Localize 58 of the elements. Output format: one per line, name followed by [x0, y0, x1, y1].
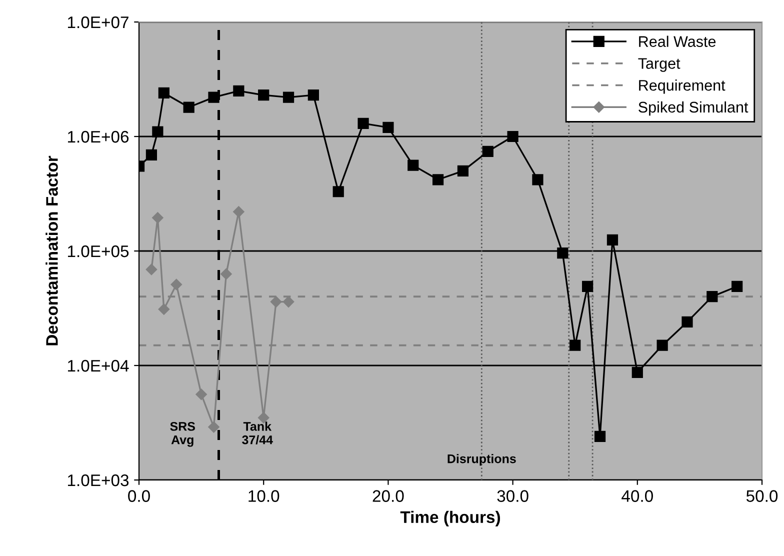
- y-axis-title: Decontamination Factor: [46, 156, 58, 346]
- point: [308, 90, 319, 101]
- x-tick-label: 50.0: [746, 490, 778, 502]
- point: [557, 247, 568, 259]
- x-axis-title: Time (hours): [400, 510, 500, 526]
- point: [682, 316, 693, 328]
- annotation: SRS Avg: [170, 422, 195, 447]
- point: [594, 430, 606, 442]
- point: [332, 186, 344, 198]
- legend-label: Spiked Simulant: [638, 101, 748, 116]
- point: [152, 126, 164, 138]
- y-tick-label: 1.0E+03: [68, 474, 129, 486]
- point: [482, 146, 494, 158]
- point: [282, 296, 294, 308]
- point: [432, 174, 444, 186]
- point: [382, 122, 394, 133]
- y-tick-label: 1.0E+05: [68, 245, 129, 258]
- point: [183, 102, 194, 113]
- y-tick-label: 1.0E+04: [68, 360, 129, 372]
- point: [507, 130, 518, 142]
- point: [532, 174, 544, 186]
- point: [208, 421, 220, 433]
- legend-label: Target: [638, 58, 680, 72]
- x-tick-label: 40.0: [622, 490, 653, 502]
- point: [158, 87, 170, 99]
- legend-label: Requirement: [639, 80, 726, 94]
- point: [146, 264, 158, 276]
- point: [233, 206, 244, 218]
- annotation: Disruptions: [448, 454, 516, 466]
- point: [220, 268, 232, 280]
- point: [582, 280, 594, 292]
- point: [233, 85, 244, 96]
- point: [258, 90, 270, 101]
- point: [208, 92, 220, 103]
- point: [457, 165, 469, 177]
- point: [706, 291, 718, 302]
- x-tick-label: 20.0: [372, 490, 404, 502]
- point: [632, 366, 643, 378]
- point: [358, 118, 369, 130]
- point: [146, 149, 158, 161]
- point: [152, 212, 164, 224]
- point: [606, 234, 618, 246]
- y-tick-label: 1.0E+06: [68, 130, 129, 143]
- point: [196, 388, 207, 400]
- point: [282, 92, 294, 103]
- x-tick-label: 0.0: [128, 490, 150, 502]
- point: [270, 296, 282, 308]
- legend-label: Real Waste: [639, 36, 716, 47]
- point: [570, 340, 581, 351]
- y-tick-label: 1.0E+07: [68, 16, 128, 28]
- x-tick-label: 10.0: [248, 490, 280, 502]
- point: [170, 278, 182, 290]
- point: [408, 160, 419, 171]
- point: [656, 340, 668, 351]
- annotation: Tank 37/44: [242, 422, 273, 444]
- point: [158, 304, 170, 315]
- point: [732, 280, 743, 292]
- x-tick-label: 30.0: [497, 490, 528, 502]
